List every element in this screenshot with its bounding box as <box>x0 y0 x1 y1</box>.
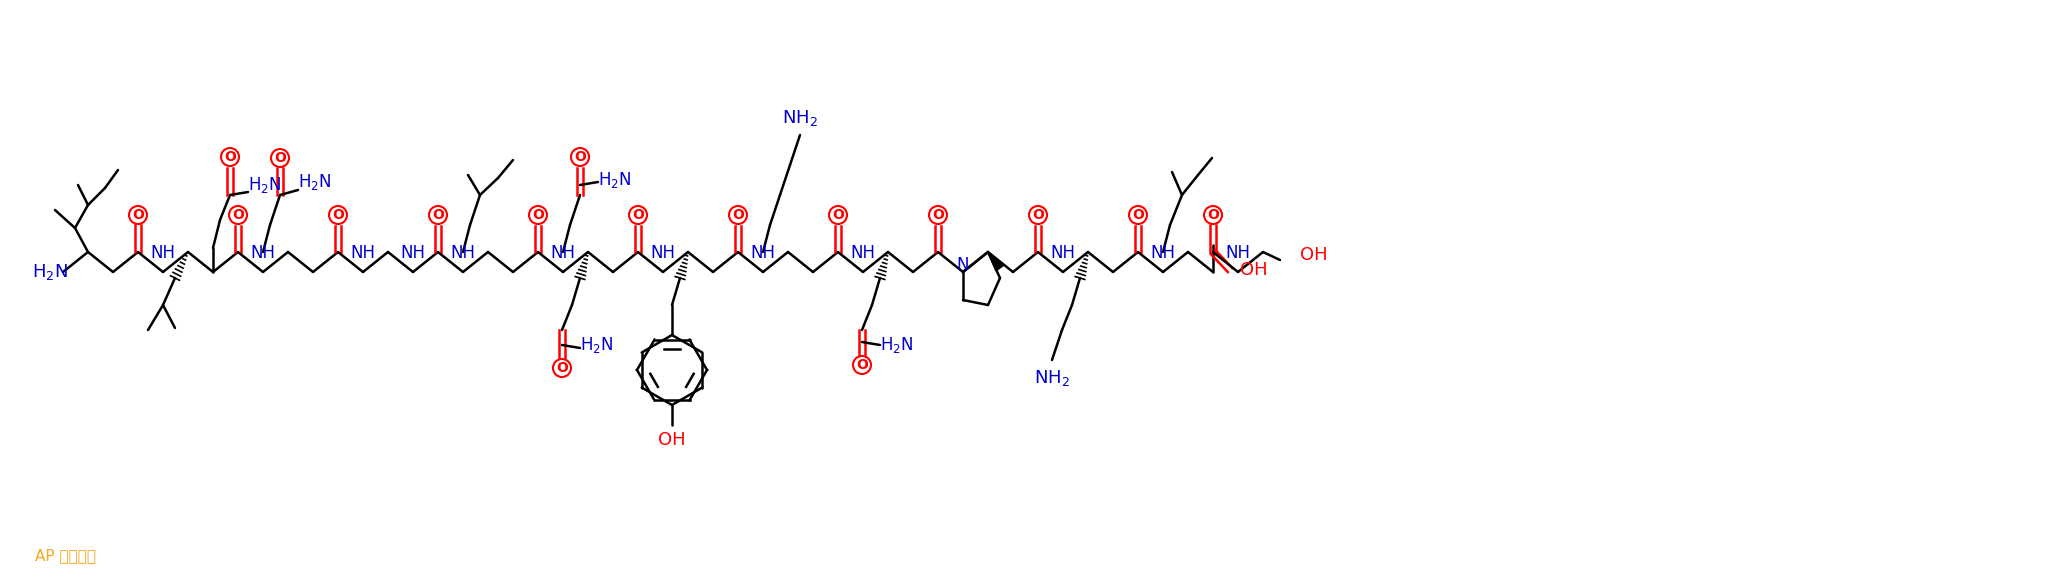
Text: NH: NH <box>1225 244 1250 262</box>
Text: O: O <box>1206 208 1219 222</box>
Text: N: N <box>956 256 968 274</box>
Text: O: O <box>857 358 867 372</box>
Text: $\mathregular{H_2N}$: $\mathregular{H_2N}$ <box>298 172 331 192</box>
Text: O: O <box>557 361 567 375</box>
Text: O: O <box>223 150 236 164</box>
Text: O: O <box>132 208 145 222</box>
Text: NH: NH <box>250 244 275 262</box>
Text: AP 专肽生物: AP 专肽生物 <box>35 548 95 563</box>
Text: OH: OH <box>658 431 685 449</box>
Text: $\mathregular{H_2N}$: $\mathregular{H_2N}$ <box>579 335 612 355</box>
Text: O: O <box>931 208 943 222</box>
Text: $\mathregular{H_2N}$: $\mathregular{H_2N}$ <box>598 170 631 190</box>
Text: $\mathregular{NH_2}$: $\mathregular{NH_2}$ <box>782 108 817 128</box>
Text: NH: NH <box>850 244 875 262</box>
Text: NH: NH <box>751 244 776 262</box>
Text: O: O <box>832 208 844 222</box>
Text: NH: NH <box>1051 244 1076 262</box>
Text: NH: NH <box>451 244 476 262</box>
Text: O: O <box>432 208 445 222</box>
Text: O: O <box>532 208 544 222</box>
Text: O: O <box>232 208 244 222</box>
Text: $\mathregular{H_2N}$: $\mathregular{H_2N}$ <box>31 262 68 282</box>
Text: NH: NH <box>151 244 176 262</box>
Polygon shape <box>989 252 1003 271</box>
Text: O: O <box>331 208 343 222</box>
Text: $\mathregular{H_2N}$: $\mathregular{H_2N}$ <box>879 335 912 355</box>
Text: $\mathregular{H_2N}$: $\mathregular{H_2N}$ <box>248 175 281 195</box>
Text: OH: OH <box>1299 246 1328 264</box>
Text: NH: NH <box>401 244 426 262</box>
Text: NH: NH <box>550 244 575 262</box>
Text: NH: NH <box>1150 244 1175 262</box>
Text: NH: NH <box>650 244 674 262</box>
Text: O: O <box>732 208 745 222</box>
Text: O: O <box>631 208 643 222</box>
Text: NH: NH <box>350 244 374 262</box>
Text: $\mathregular{NH_2}$: $\mathregular{NH_2}$ <box>1034 368 1070 388</box>
Text: O: O <box>1132 208 1144 222</box>
Text: O: O <box>573 150 586 164</box>
Text: O: O <box>273 151 286 165</box>
Text: OH: OH <box>1239 261 1268 279</box>
Text: O: O <box>1032 208 1045 222</box>
